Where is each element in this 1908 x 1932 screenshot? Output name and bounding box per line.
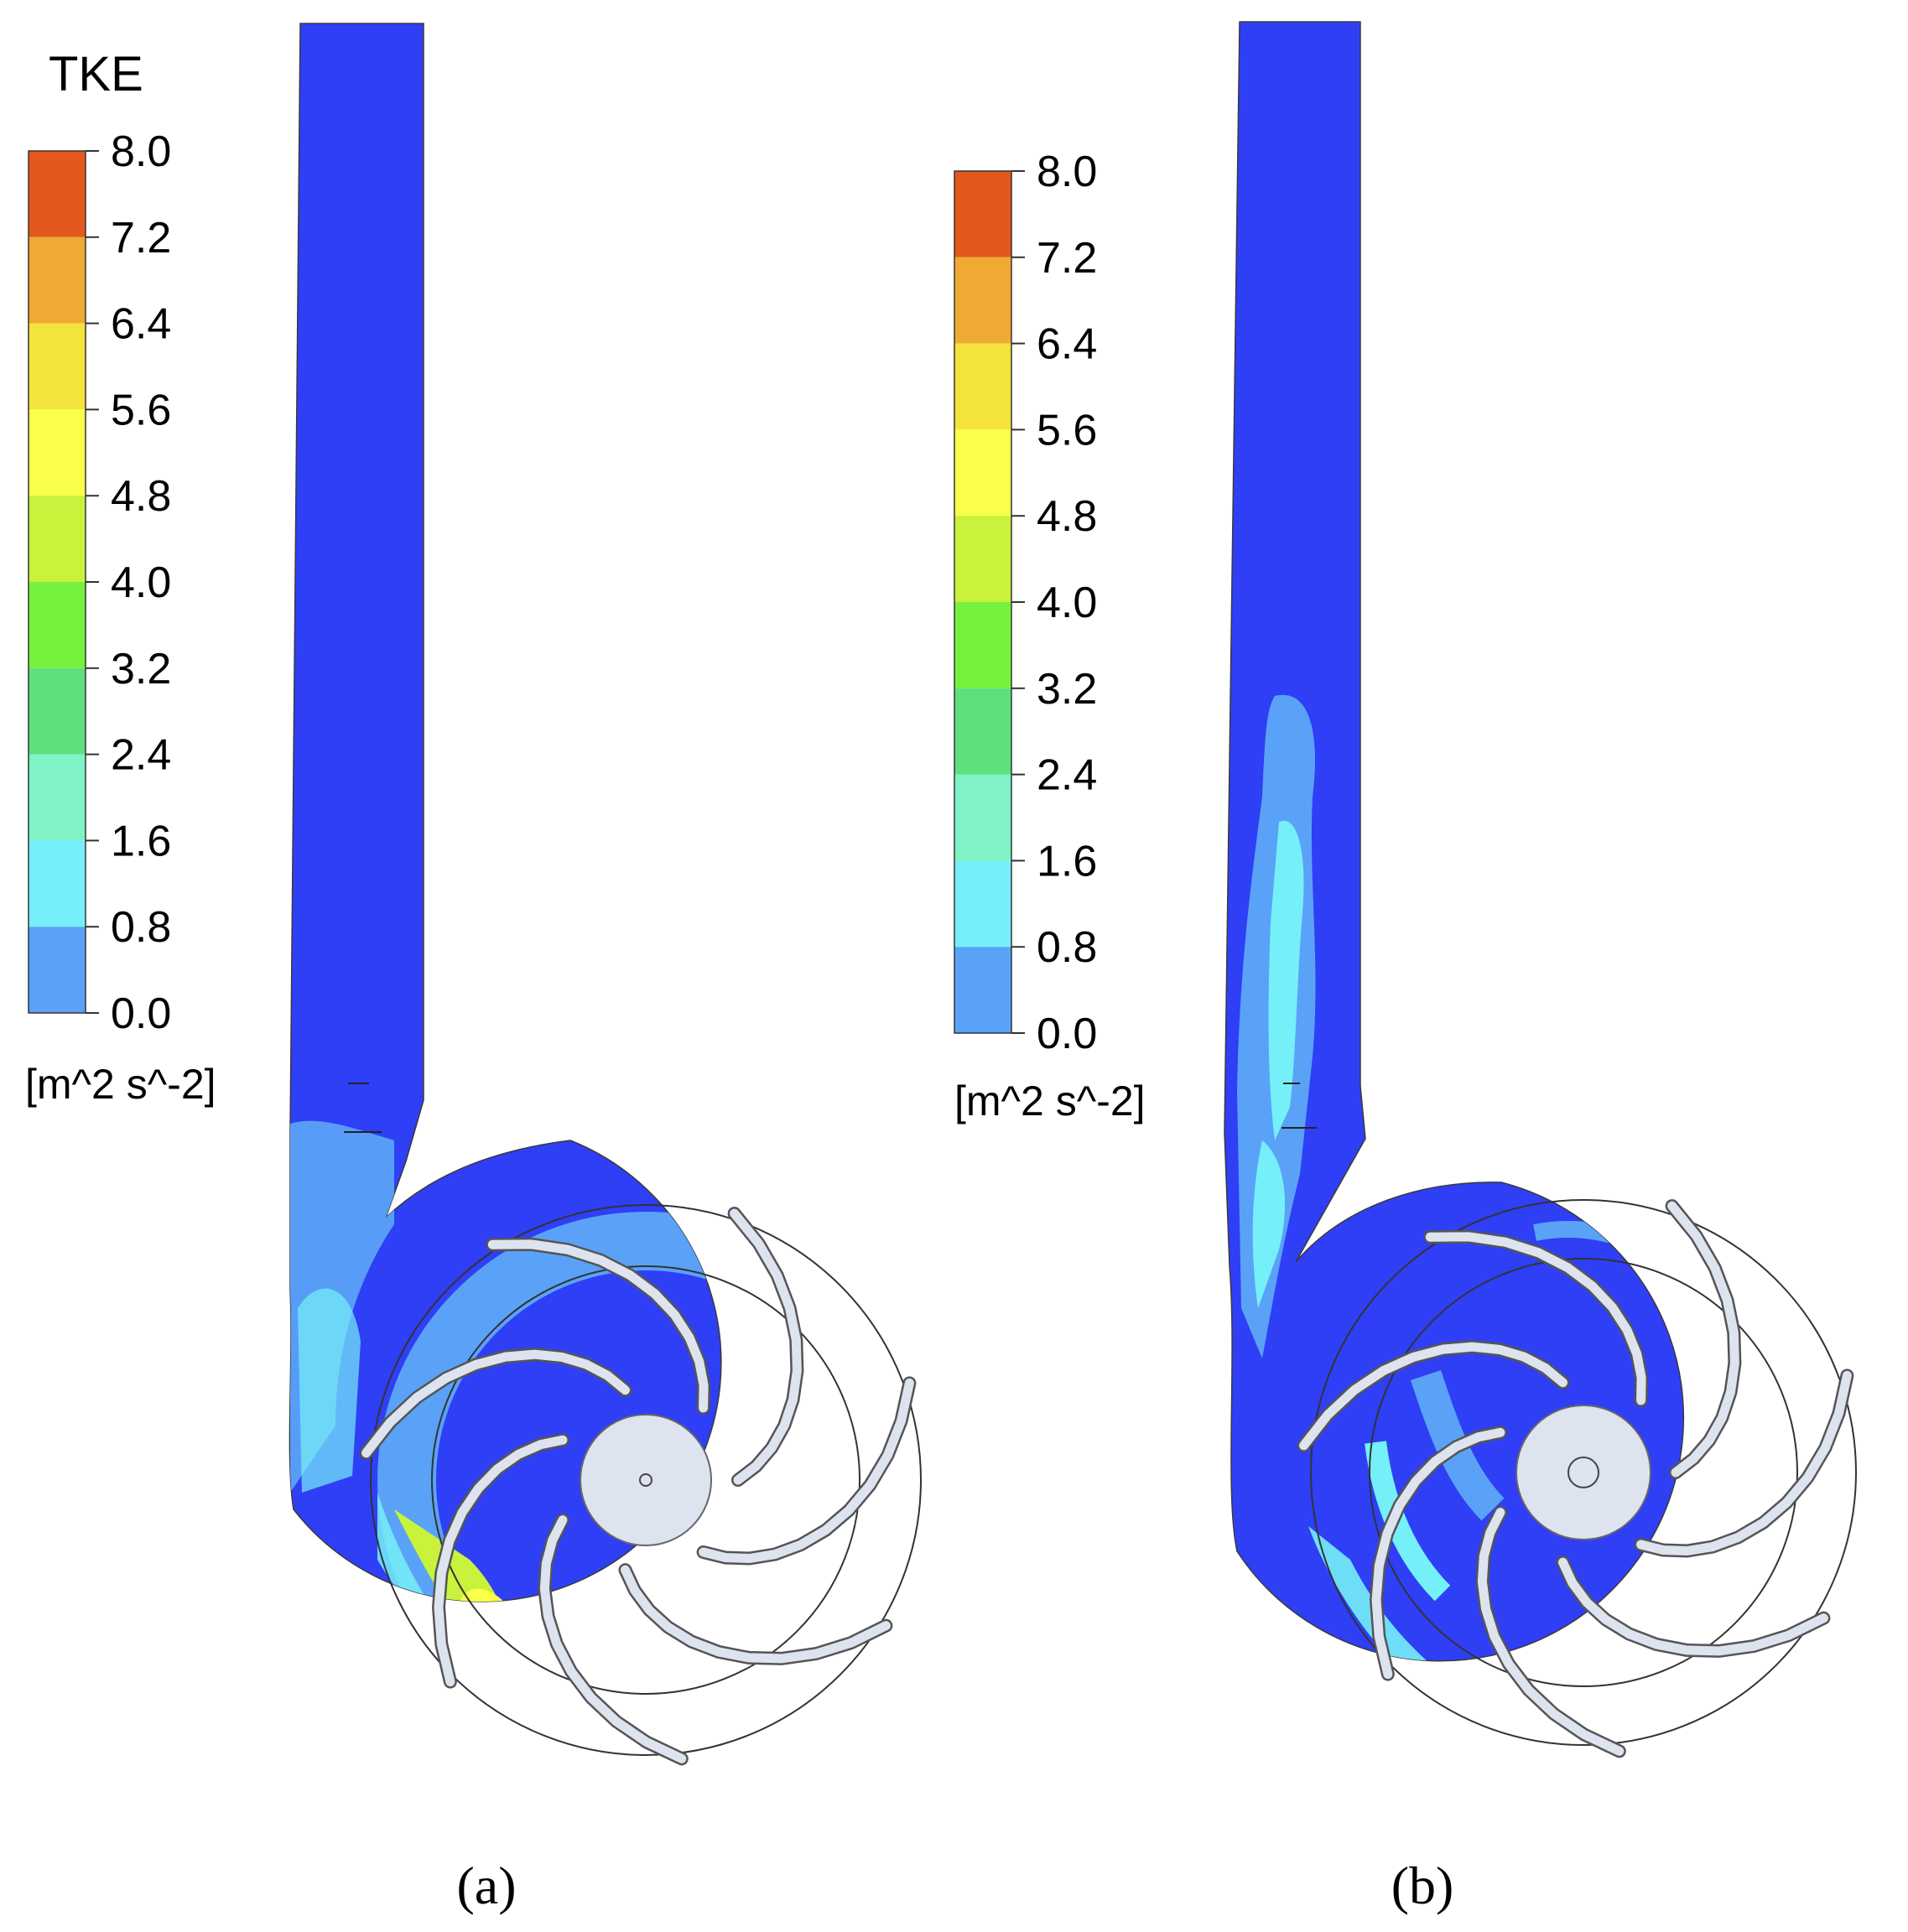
legend-tick-label: 5.6	[1037, 406, 1097, 454]
legend-band	[954, 774, 1011, 861]
impeller-blade-fill	[487, 1239, 709, 1413]
legend-band	[29, 667, 86, 755]
legend-band	[954, 688, 1011, 775]
legend-band	[29, 151, 86, 237]
color-scale: 8.0 7.2 6.4 5.6 4.8 4.0 3.2 2.4 1.6 0.8 0.0	[954, 148, 1097, 1058]
impeller-blade-fill	[1636, 1370, 1852, 1556]
impeller-blade-fill	[1425, 1232, 1646, 1405]
impeller-blade-fill	[730, 1208, 802, 1485]
legend-band	[29, 840, 86, 927]
legend-unit: [m^2 s^-2]	[25, 1061, 216, 1108]
legend-tick-label: 3.2	[111, 645, 171, 693]
caption-b: (b)	[1391, 1856, 1454, 1915]
impeller-blade-fill	[1477, 1508, 1625, 1756]
legend-tick-label: 6.4	[111, 300, 171, 349]
impeller-blade-fill	[1299, 1342, 1567, 1451]
pump-contour-b	[1224, 21, 1857, 1758]
panel-b: 8.0 7.2 6.4 5.6 4.8 4.0 3.2 2.4 1.6 0.8 0.0 [m^2 s…	[954, 21, 1857, 1915]
legend-tick-label: 0.0	[111, 989, 171, 1038]
impeller-blade-fill	[1371, 1427, 1505, 1680]
legend-band	[954, 429, 1011, 517]
impeller-blades	[359, 1207, 917, 1766]
legend-band	[29, 323, 86, 410]
legend-band	[954, 343, 1011, 430]
legend-unit: [m^2 s^-2]	[954, 1078, 1146, 1124]
legend-tick-label: 4.0	[1037, 579, 1097, 627]
legend-tick-label: 1.6	[1037, 837, 1097, 886]
impeller-blade-fill	[1667, 1201, 1739, 1478]
legend-band	[954, 602, 1011, 688]
legend-band	[29, 582, 86, 668]
shaft-axis	[639, 1473, 652, 1487]
legend-band	[954, 947, 1011, 1033]
legend-tick-label: 8.0	[111, 127, 171, 176]
legend-tick-label: 0.0	[1037, 1010, 1097, 1058]
legend-tick-label: 7.2	[111, 214, 171, 262]
legend-tick-label: 3.2	[1037, 665, 1097, 714]
impeller-blades	[1297, 1199, 1854, 1758]
legend-title: TKE	[49, 47, 143, 101]
legend-tick-label: 0.8	[111, 903, 171, 952]
legend-tick-label: 5.6	[111, 386, 171, 434]
legend-tick-label: 4.0	[111, 558, 171, 607]
legend-band	[954, 860, 1011, 948]
legend-tick-label: 1.6	[111, 817, 171, 865]
legend-band	[29, 409, 86, 496]
legend: TKE 8.0 7.2 6.4 5.6 4.8 4.0 3.2 2.4 1.6 0.8 0.0 [m…	[25, 47, 216, 1108]
impeller-blade-fill	[434, 1435, 568, 1687]
legend-tick-label: 8.0	[1037, 148, 1097, 196]
impeller-blade-fill	[1558, 1557, 1828, 1656]
legend-band	[29, 496, 86, 582]
legend-band	[29, 236, 86, 324]
legend-band	[954, 171, 1011, 257]
pump-contour-a	[289, 23, 922, 1766]
legend-band	[954, 257, 1011, 344]
impeller-blade-fill	[539, 1515, 687, 1763]
legend-band	[29, 927, 86, 1013]
shaft-axis	[1567, 1457, 1599, 1488]
legend-band	[29, 754, 86, 841]
legend-tick-label: 6.4	[1037, 320, 1097, 369]
color-scale: 8.0 7.2 6.4 5.6 4.8 4.0 3.2 2.4 1.6 0.8 0.0	[28, 127, 171, 1038]
legend-tick-label: 0.8	[1037, 923, 1097, 972]
caption-a: (a)	[456, 1856, 516, 1915]
impeller-blade-fill	[699, 1378, 914, 1564]
legend-tick-label: 4.8	[1037, 492, 1097, 541]
impeller-blade-fill	[361, 1349, 630, 1458]
legend-tick-label: 7.2	[1037, 234, 1097, 283]
legend-tick-label: 2.4	[1037, 751, 1097, 800]
legend-tick-label: 4.8	[111, 472, 171, 521]
panel-a: TKE 8.0 7.2 6.4 5.6 4.8 4.0 3.2 2.4 1.6 0.8 0.0 [m…	[25, 23, 922, 1915]
legend-tick-label: 2.4	[111, 731, 171, 780]
legend: 8.0 7.2 6.4 5.6 4.8 4.0 3.2 2.4 1.6 0.8 0.0 [m^2 s…	[954, 148, 1146, 1124]
impeller-blade-fill	[621, 1565, 891, 1664]
legend-band	[954, 516, 1011, 602]
